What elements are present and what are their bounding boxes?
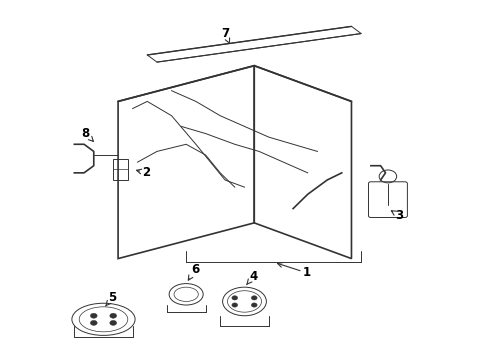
Circle shape — [251, 303, 257, 307]
Circle shape — [231, 303, 237, 307]
Bar — [113, 158, 127, 180]
Circle shape — [90, 313, 97, 318]
Circle shape — [110, 320, 116, 325]
Text: 2: 2 — [136, 166, 150, 179]
Text: 5: 5 — [105, 291, 116, 306]
Circle shape — [251, 296, 257, 300]
Text: 4: 4 — [246, 270, 257, 285]
Circle shape — [90, 320, 97, 325]
Text: 7: 7 — [221, 27, 229, 43]
Circle shape — [110, 313, 116, 318]
Text: 3: 3 — [390, 209, 403, 222]
Text: 1: 1 — [277, 262, 310, 279]
Text: 6: 6 — [188, 263, 199, 280]
Text: 8: 8 — [81, 127, 93, 141]
Circle shape — [231, 296, 237, 300]
